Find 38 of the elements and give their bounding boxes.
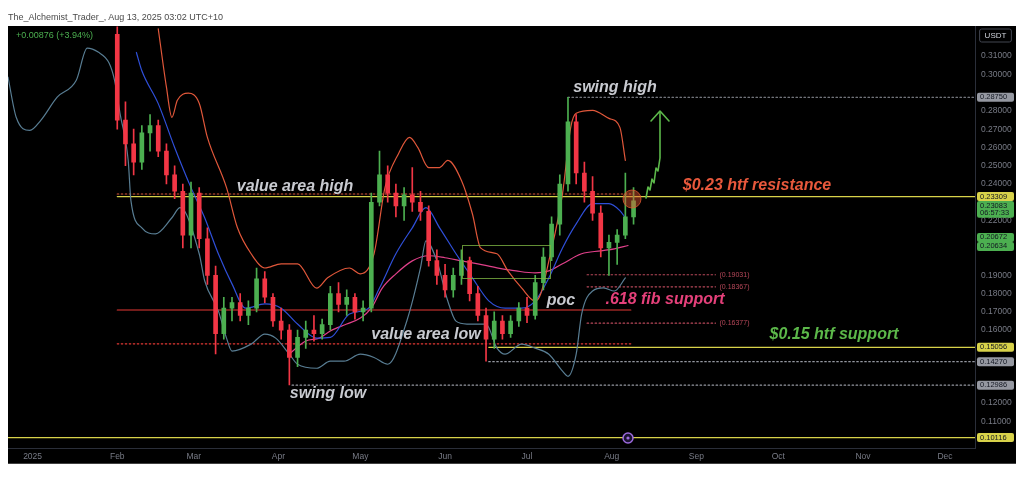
y-tick-label: 0.26000 — [981, 141, 1012, 152]
annotation: .618 fib support — [605, 290, 726, 308]
x-tick-label: Aug — [604, 451, 620, 462]
y-tick-label: 0.12000 — [981, 397, 1012, 408]
x-tick-label: Jun — [438, 451, 453, 462]
annotation: value area high — [236, 177, 354, 195]
x-tick-label: Nov — [855, 451, 872, 462]
annotation: value area low — [371, 325, 483, 343]
y-tick-label: 0.27000 — [981, 123, 1012, 134]
x-tick-label: May — [352, 451, 370, 462]
y-tick-label: 0.11000 — [981, 415, 1012, 426]
annotation: $0.23 htf resistance — [681, 176, 832, 194]
y-axis-title: USDT — [984, 30, 1007, 40]
y-tick-label: 0.24000 — [981, 178, 1012, 189]
candlestick — [409, 167, 415, 212]
y-tick-label: 0.31000 — [981, 50, 1012, 61]
text: +0.00876 (+3.94%) — [16, 30, 94, 41]
y-tick-label: 0.17000 — [981, 306, 1012, 317]
x-tick-label: Sep — [688, 451, 705, 462]
chart-title: The_Alchemist_Trader_, Aug 13, 2025 03:02 UTC+10 — [8, 12, 224, 23]
x-tick-label: Dec — [937, 451, 954, 462]
x-tick-label: Oct — [771, 451, 786, 462]
annotation: swing low — [289, 384, 368, 402]
annotation: $0.15 htf support — [768, 325, 900, 343]
x-tick-label: 2025 — [23, 451, 43, 462]
y-tick-label: 0.16000 — [981, 324, 1012, 335]
annotation: poc — [545, 291, 576, 309]
x-tick-label: Feb — [109, 451, 125, 462]
y-tick-label: 0.25000 — [981, 160, 1012, 171]
annotation: swing high — [573, 78, 657, 96]
y-tick-label: 0.22000 — [981, 214, 1012, 225]
x-tick-label: Mar — [186, 451, 202, 462]
y-tick-label: 0.28000 — [981, 105, 1012, 116]
y-tick-label: 0.19000 — [981, 269, 1012, 280]
y-tick-label: 0.18000 — [981, 287, 1012, 298]
x-tick-label: Apr — [271, 451, 286, 462]
x-tick-label: Jul — [521, 451, 533, 462]
y-tick-label: 0.30000 — [981, 68, 1012, 79]
